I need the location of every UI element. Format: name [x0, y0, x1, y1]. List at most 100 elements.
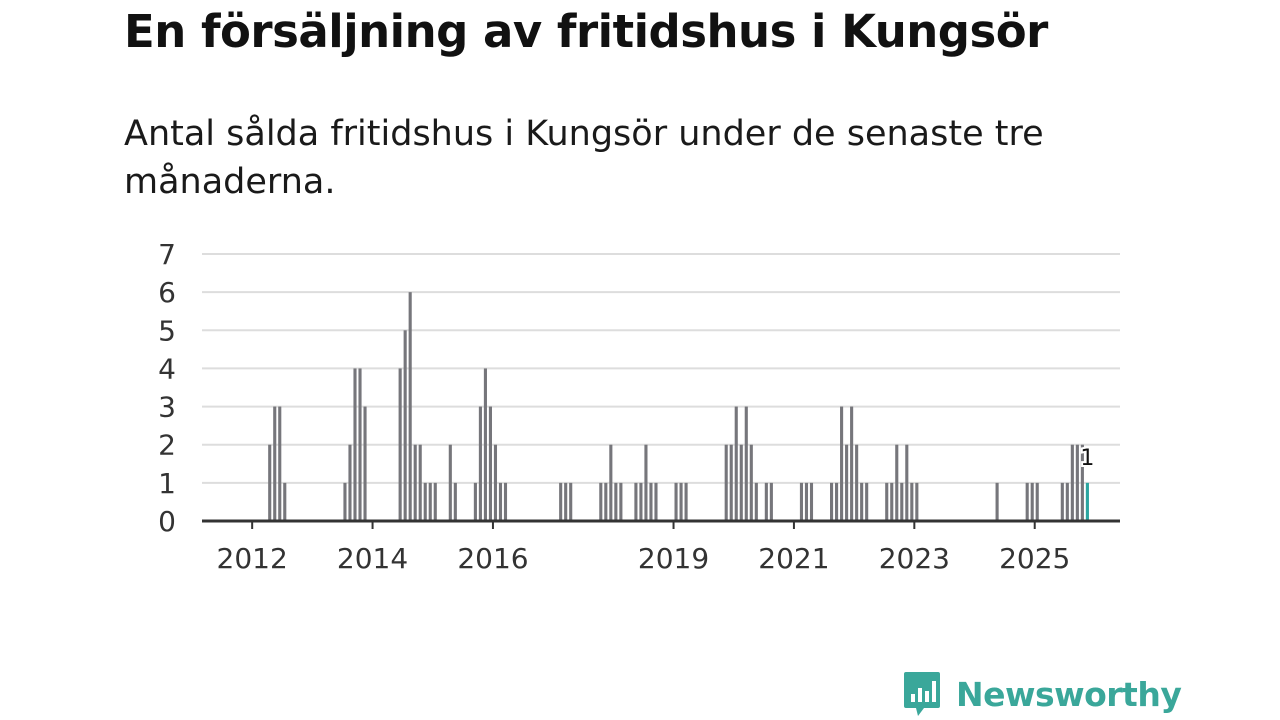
bar — [498, 482, 503, 521]
bar — [754, 482, 758, 521]
bar — [363, 406, 367, 521]
bar — [609, 444, 613, 521]
bar — [674, 482, 678, 521]
bar — [493, 444, 498, 521]
bar — [283, 482, 287, 521]
y-tick-label: 5 — [158, 314, 176, 347]
bar — [1030, 482, 1034, 521]
newsworthy-logo: Newsworthy — [902, 670, 1182, 718]
bar — [268, 444, 272, 521]
bar — [734, 406, 738, 521]
bar — [840, 406, 844, 521]
y-tick-label: 3 — [158, 391, 176, 424]
bar — [488, 406, 492, 521]
y-tick-label: 7 — [158, 238, 176, 271]
bar — [473, 482, 477, 521]
bar — [649, 482, 653, 521]
bar — [895, 444, 899, 521]
bar — [900, 482, 904, 521]
bar — [764, 482, 768, 521]
bar — [348, 444, 352, 521]
bar — [1080, 444, 1084, 521]
x-tick-label: 2025 — [999, 542, 1070, 575]
bar — [569, 482, 573, 521]
x-tick-label: 2019 — [638, 542, 709, 575]
bar — [1025, 482, 1029, 521]
bar — [850, 406, 854, 521]
bar — [679, 482, 683, 521]
highlight-bar — [1085, 482, 1089, 521]
bar — [910, 482, 914, 521]
bar — [845, 444, 849, 521]
bar — [614, 482, 618, 521]
bar — [1060, 482, 1064, 521]
bar — [915, 482, 919, 521]
bar — [413, 444, 417, 521]
y-tick-label: 4 — [158, 352, 176, 385]
x-tick-label: 2014 — [337, 542, 408, 575]
bar-chart-speech-bubble-icon — [904, 672, 940, 716]
bar — [564, 482, 568, 521]
bar — [729, 444, 733, 521]
y-tick-label: 0 — [158, 505, 176, 538]
bar — [358, 368, 362, 521]
bar — [835, 482, 839, 521]
bar — [448, 444, 452, 521]
bar — [855, 444, 859, 521]
bar — [478, 406, 482, 521]
bar — [559, 482, 563, 521]
chart-title: En försäljning av fritidshus i Kungsör — [124, 5, 1048, 58]
bar — [724, 444, 728, 521]
bar — [860, 482, 864, 521]
bar — [423, 482, 427, 521]
bar — [343, 482, 347, 521]
x-tick-label: 2012 — [217, 542, 288, 575]
bar — [278, 406, 282, 521]
bar — [799, 482, 804, 521]
bar — [353, 368, 357, 521]
chart-subtitle: Antal sålda fritidshus i Kungsör under d… — [124, 114, 1044, 202]
bar — [769, 482, 773, 521]
x-tick-label: 2016 — [457, 542, 528, 575]
bar — [453, 482, 457, 521]
bar — [599, 482, 603, 521]
highlight-value-label: 1 — [1080, 446, 1094, 471]
bar — [1075, 444, 1079, 521]
bar — [890, 482, 894, 521]
bar-chart-svg: 0 1 2 3 4 5 6 7 1 2012 2014 2016 2019 2021 2023 2025 — [158, 238, 1120, 575]
brand-name: Newsworthy — [956, 674, 1182, 714]
bar — [684, 482, 688, 521]
bar — [1065, 482, 1069, 521]
bar — [403, 330, 407, 521]
x-tick-label: 2021 — [758, 542, 829, 575]
bar — [634, 482, 638, 521]
bar — [619, 482, 623, 521]
bar — [483, 368, 487, 521]
bar — [654, 482, 658, 521]
bar — [885, 482, 889, 521]
bar — [433, 482, 437, 521]
bar — [428, 482, 432, 521]
bar — [865, 482, 869, 521]
bar — [830, 482, 834, 521]
bar — [804, 482, 809, 521]
bar — [639, 482, 643, 521]
bar — [905, 444, 909, 521]
bar — [739, 444, 743, 521]
bar — [1070, 444, 1074, 521]
y-tick-label: 2 — [158, 429, 176, 462]
y-tick-label: 6 — [158, 276, 176, 309]
bar — [644, 444, 648, 521]
bar — [809, 482, 814, 521]
bar — [418, 444, 422, 521]
bar — [749, 444, 753, 521]
bar — [408, 292, 412, 521]
bar — [398, 368, 402, 521]
bar — [744, 406, 748, 521]
bar — [273, 406, 277, 521]
bar — [604, 482, 608, 521]
x-tick-label: 2023 — [879, 542, 950, 575]
bar — [995, 482, 999, 521]
bar-chart: 0 1 2 3 4 5 6 7 1 2012 2014 2016 2019 2021 2023 2025 — [140, 225, 1140, 595]
y-tick-label: 1 — [158, 467, 176, 500]
